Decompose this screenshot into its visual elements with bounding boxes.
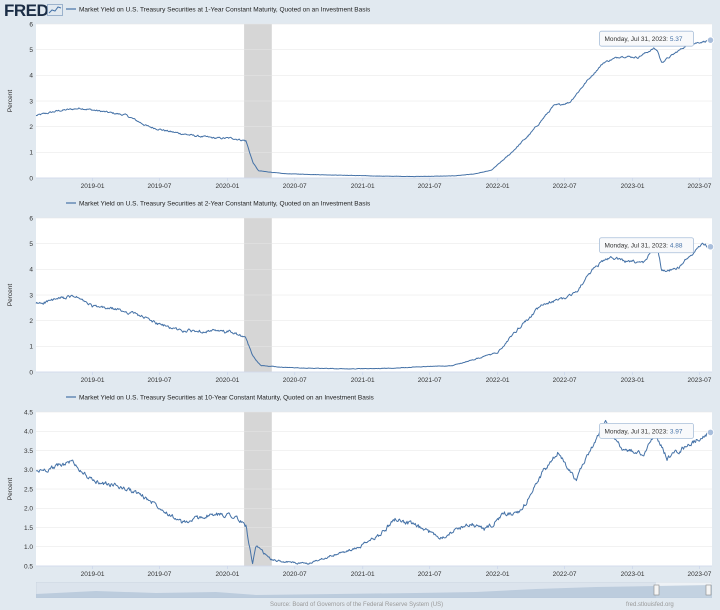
y-tick-label: 4 (29, 267, 33, 274)
tooltip-value: 3.97 (670, 428, 683, 435)
tooltip-date: Monday, Jul 31, 2023: (605, 36, 670, 43)
legend-label: Market Yield on U.S. Treasury Securities… (79, 394, 375, 401)
tooltip: Monday, Jul 31, 2023: 4.88 (599, 237, 694, 254)
y-tick-label: 0 (29, 175, 33, 182)
x-tick-label: 2019-01 (81, 377, 105, 384)
x-tick-label: 2021-07 (418, 571, 442, 578)
tooltip-text: Monday, Jul 31, 2023: 5.37 (605, 36, 683, 43)
x-tick-label: 2021-01 (351, 183, 375, 190)
x-tick-label: 2021-07 (418, 377, 442, 384)
y-tick-label: 6 (29, 21, 33, 28)
x-tick-label: 2023-07 (688, 377, 712, 384)
chart-panel-2-year: Market Yield on U.S. Treasury Securities… (7, 200, 715, 384)
x-tick-label: 2023-01 (621, 377, 645, 384)
y-tick-label: 2.5 (24, 486, 33, 493)
x-tick-label: 2023-07 (688, 183, 712, 190)
x-tick-label: 2021-07 (418, 183, 442, 190)
y-tick-label: 1.0 (24, 544, 33, 551)
fred-logo-chart-icon (47, 4, 63, 16)
x-tick-label: 2020-01 (216, 183, 240, 190)
y-tick-label: 4.5 (24, 409, 33, 416)
legend[interactable]: Market Yield on U.S. Treasury Securities… (66, 200, 371, 207)
y-tick-label: 4.0 (24, 429, 33, 436)
series-line (35, 39, 711, 178)
y-tick-label: 5 (29, 47, 33, 54)
legend-label: Market Yield on U.S. Treasury Securities… (79, 200, 371, 207)
y-tick-label: 3 (29, 98, 33, 105)
series-line (35, 419, 711, 565)
x-tick-label: 2020-01 (216, 377, 240, 384)
y-tick-label: 2.0 (24, 506, 33, 513)
footer-site-link[interactable]: fred.stlouisfed.org (626, 602, 674, 608)
footer: Source: Board of Governors of the Federa… (0, 600, 720, 610)
x-tick-label: 2023-01 (621, 183, 645, 190)
x-tick-label: 2019-01 (81, 183, 105, 190)
x-tick-label: 2020-07 (283, 183, 307, 190)
y-tick-label: 2 (29, 318, 33, 325)
x-tick-label: 2022-01 (486, 571, 510, 578)
y-tick-label: 1 (29, 150, 33, 157)
x-tick-label: 2021-01 (351, 377, 375, 384)
x-tick-label: 2019-07 (148, 377, 172, 384)
x-tick-label: 2019-01 (81, 571, 105, 578)
y-tick-label: 1 (29, 344, 33, 351)
y-tick-label: 6 (29, 215, 33, 222)
x-tick-label: 2022-07 (553, 183, 577, 190)
x-tick-label: 2022-07 (553, 571, 577, 578)
tooltip-box (599, 30, 694, 47)
tooltip-text: Monday, Jul 31, 2023: 4.88 (605, 243, 683, 250)
y-tick-label: 2 (29, 124, 33, 131)
legend[interactable]: Market Yield on U.S. Treasury Securities… (66, 6, 371, 13)
x-tick-label: 2022-01 (486, 377, 510, 384)
navigator-selected-range (36, 582, 656, 598)
tooltip-date: Monday, Jul 31, 2023: (605, 243, 670, 250)
y-tick-label: 4 (29, 73, 33, 80)
fred-logo[interactable]: FRED (4, 1, 49, 20)
navigator-handle-left (653, 584, 660, 596)
navigator-area (36, 585, 712, 598)
highlight-point[interactable] (706, 243, 715, 251)
y-tick-label: 5 (29, 241, 33, 248)
y-axis-label: Percent (7, 284, 14, 307)
tooltip: Monday, Jul 31, 2023: 3.97 (599, 423, 694, 439)
navigator-handle-right (705, 584, 712, 596)
highlight-point[interactable] (706, 36, 715, 44)
y-axis-label: Percent (7, 478, 14, 501)
series-line (35, 242, 711, 370)
highlight-point[interactable] (706, 428, 715, 437)
tooltip-box (599, 423, 694, 439)
x-tick-label: 2023-01 (621, 571, 645, 578)
header: FRED (0, 0, 720, 22)
chart-panel-1-year: Market Yield on U.S. Treasury Securities… (7, 6, 715, 190)
tooltip: Monday, Jul 31, 2023: 5.37 (599, 30, 694, 47)
x-tick-label: 2020-01 (216, 571, 240, 578)
tooltip-box (599, 237, 694, 254)
y-tick-label: 3.0 (24, 467, 33, 474)
y-tick-label: 1.5 (24, 525, 33, 532)
x-tick-label: 2023-07 (688, 571, 712, 578)
x-tick-label: 2022-01 (486, 183, 510, 190)
footer-source: Source: Board of Governors of the Federa… (270, 602, 444, 608)
x-tick-label: 2020-07 (283, 377, 307, 384)
legend[interactable]: Market Yield on U.S. Treasury Securities… (66, 394, 375, 401)
legend-label: Market Yield on U.S. Treasury Securities… (79, 6, 371, 13)
y-tick-label: 3 (29, 292, 33, 299)
tooltip-date: Monday, Jul 31, 2023: (605, 428, 670, 435)
tooltip-value: 4.88 (670, 243, 683, 250)
y-tick-label: 3.5 (24, 448, 33, 455)
x-tick-label: 2021-01 (351, 571, 375, 578)
x-tick-label: 2020-07 (283, 571, 307, 578)
x-tick-label: 2019-07 (148, 183, 172, 190)
y-tick-label: 0.5 (24, 563, 33, 570)
x-tick-label: 2022-07 (553, 377, 577, 384)
x-tick-label: 2019-07 (148, 571, 172, 578)
range-navigator[interactable] (36, 582, 712, 598)
chart-panel-10-year: Market Yield on U.S. Treasury Securities… (7, 394, 715, 578)
tooltip-text: Monday, Jul 31, 2023: 3.97 (605, 428, 683, 435)
y-axis-label: Percent (7, 90, 14, 113)
y-tick-label: 0 (29, 369, 33, 376)
tooltip-value: 5.37 (670, 36, 683, 43)
